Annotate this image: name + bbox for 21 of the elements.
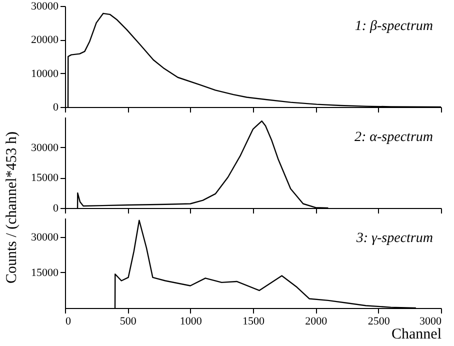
y-tick-label: 15000 xyxy=(31,266,59,279)
y-tick-label: 15000 xyxy=(31,172,59,184)
y-tick-label: 30000 xyxy=(31,231,59,244)
x-axis-title: Channel xyxy=(392,326,442,342)
y-tick-label: 0 xyxy=(53,202,59,214)
text: 1: β-spectrum xyxy=(354,19,433,34)
x-tick-label: 1000 xyxy=(180,316,202,328)
text: 3: γ-spectrum xyxy=(355,231,433,246)
x-tick-label: 2000 xyxy=(305,316,328,328)
x-tick-label: 0 xyxy=(66,316,72,328)
text: 2: α-spectrum xyxy=(354,130,433,145)
x-tick-label: 1500 xyxy=(242,316,265,328)
x-tick-label: 3000 xyxy=(420,316,442,328)
y-tick-label: 30000 xyxy=(31,142,59,154)
y-tick-label: 0 xyxy=(53,102,59,114)
y-axis-title: Counts / (channel*453 h) xyxy=(4,131,20,284)
y-tick-label: 30000 xyxy=(31,0,59,12)
x-tick-label: 500 xyxy=(120,316,137,328)
y-tick-label: 10000 xyxy=(31,68,59,80)
y-tick-label: 20000 xyxy=(31,34,59,46)
x-tick-label: 2500 xyxy=(368,316,390,328)
